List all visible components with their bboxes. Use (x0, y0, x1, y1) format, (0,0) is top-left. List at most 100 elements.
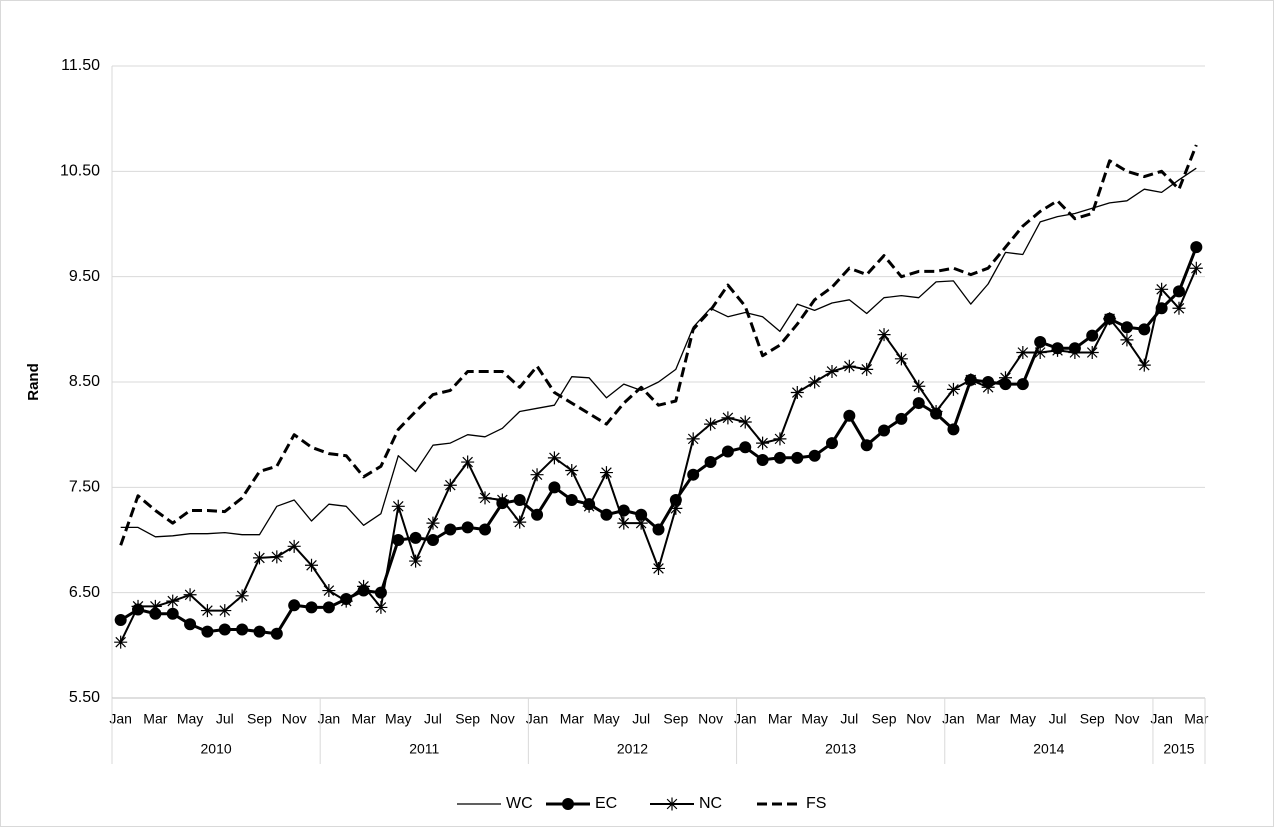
data-point (547, 451, 561, 465)
x-tick-label: Mar (143, 711, 167, 727)
data-point (114, 635, 128, 649)
data-point-shape (252, 551, 266, 565)
data-point (634, 516, 648, 530)
data-point-shape (1137, 358, 1151, 372)
data-point-shape (1103, 312, 1117, 326)
y-axis-label: Rand (25, 363, 42, 401)
data-point (565, 493, 578, 506)
x-tick-label: May (593, 711, 619, 727)
x-tick-label: Mar (560, 711, 584, 727)
legend-label: WC (506, 795, 533, 812)
data-point-shape (998, 371, 1012, 385)
x-tick-label: Jul (1049, 711, 1067, 727)
x-tick-label: Jul (424, 711, 442, 727)
data-point-shape (495, 493, 509, 507)
data-point (686, 432, 700, 446)
data-point-shape (339, 594, 353, 608)
data-point (235, 589, 249, 603)
data-point-shape (825, 364, 839, 378)
x-tick-label: May (385, 711, 411, 727)
x-tick-label: Jul (216, 711, 234, 727)
data-point (791, 451, 804, 464)
data-point (756, 453, 769, 466)
data-point (409, 554, 423, 568)
data-point-shape (842, 359, 856, 373)
data-point (808, 375, 822, 389)
data-point-shape (565, 463, 579, 477)
data-point (825, 437, 838, 450)
data-point (183, 588, 197, 602)
data-point-shape (894, 352, 908, 366)
x-group-label: 2015 (1163, 741, 1194, 757)
legend-marker-shape (665, 797, 679, 811)
data-point (877, 328, 891, 342)
data-point (495, 493, 509, 507)
data-point (738, 415, 752, 429)
series-line (119, 144, 1198, 546)
data-point (1051, 343, 1065, 357)
data-point-shape (200, 604, 214, 618)
data-point-shape (652, 561, 665, 575)
x-tick-label: Nov (698, 711, 723, 727)
data-point (287, 539, 301, 553)
data-point (599, 466, 613, 480)
data-point (530, 468, 544, 482)
data-point (947, 423, 960, 436)
data-point-shape (877, 328, 891, 342)
x-tick-label: Mar (768, 711, 792, 727)
x-group-label: 2011 (409, 741, 439, 757)
data-point (790, 386, 804, 400)
data-point (1068, 346, 1082, 360)
data-point-shape (1068, 346, 1082, 360)
x-tick-label: Sep (872, 711, 897, 727)
data-point-shape (981, 380, 995, 394)
x-tick-label: May (1010, 711, 1036, 727)
data-point-shape (669, 501, 683, 515)
data-point-shape (148, 599, 162, 613)
legend-marker (562, 798, 574, 810)
data-point (860, 439, 873, 452)
data-point-shape (599, 466, 613, 480)
x-group-label: 2012 (617, 741, 648, 757)
data-point-shape (1051, 343, 1065, 357)
data-point (825, 364, 839, 378)
data-point (374, 600, 388, 614)
x-tick-label: Mar (352, 711, 376, 727)
data-point (392, 534, 405, 546)
data-point (305, 558, 319, 572)
data-point (1155, 282, 1169, 296)
data-point-shape (391, 499, 405, 513)
x-tick-label: Jan (942, 711, 965, 727)
data-point (721, 411, 735, 425)
data-point-shape (357, 579, 371, 593)
legend-label: NC (699, 795, 722, 812)
data-point-shape (287, 539, 301, 553)
data-point-shape (773, 432, 787, 446)
data-point-shape (1155, 282, 1169, 296)
data-point (1085, 346, 1099, 360)
data-point-shape (322, 584, 336, 598)
data-point (1086, 329, 1099, 342)
data-point (444, 523, 457, 536)
x-tick-label: Sep (455, 711, 480, 727)
data-point (166, 594, 180, 608)
x-tick-label: May (177, 711, 203, 727)
x-tick-label: Nov (1114, 711, 1139, 727)
data-point (1034, 335, 1047, 348)
data-point (878, 424, 891, 437)
data-point (131, 599, 145, 613)
data-point (912, 379, 926, 393)
data-point (964, 373, 978, 387)
data-point (391, 499, 405, 513)
data-point (322, 584, 336, 598)
data-point (443, 478, 457, 492)
data-point (1172, 301, 1186, 315)
data-point (1016, 346, 1030, 360)
data-point (148, 599, 162, 613)
data-point (739, 441, 752, 454)
data-point (409, 531, 422, 544)
x-tick-label: Nov (490, 711, 515, 727)
data-point (305, 601, 318, 614)
